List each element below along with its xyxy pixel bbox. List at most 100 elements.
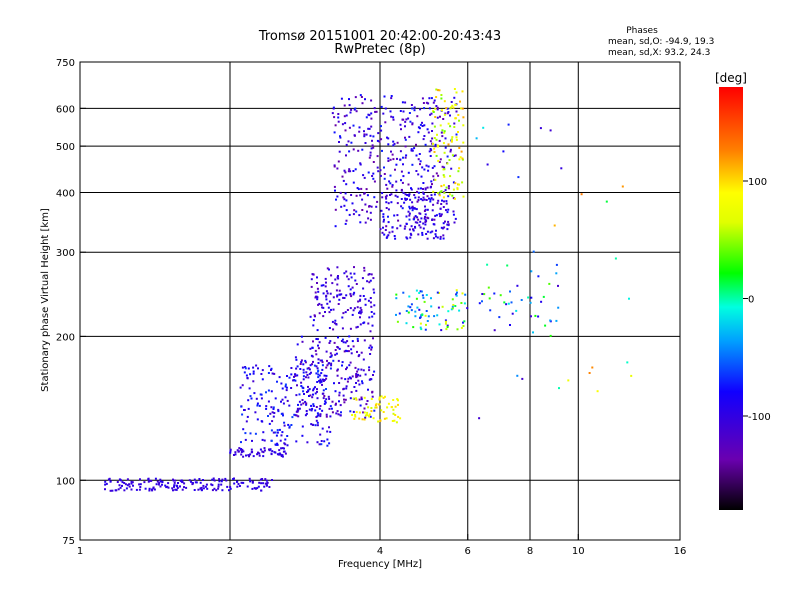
data-point <box>423 124 426 127</box>
data-point <box>316 367 319 370</box>
data-point <box>346 350 349 353</box>
data-point <box>369 211 372 214</box>
data-point <box>358 126 361 129</box>
data-point <box>392 158 395 161</box>
data-point <box>276 431 279 434</box>
data-point <box>430 112 433 115</box>
data-point <box>255 397 258 400</box>
data-point <box>260 373 263 375</box>
data-point <box>265 405 268 408</box>
data-point <box>434 233 437 236</box>
data-point <box>317 373 320 376</box>
data-point <box>405 236 408 239</box>
data-point <box>415 289 418 292</box>
data-point <box>459 100 461 103</box>
data-point <box>117 488 120 491</box>
data-point <box>446 107 449 110</box>
data-point <box>347 278 350 281</box>
data-point <box>270 439 273 442</box>
data-point <box>344 129 347 132</box>
data-point <box>331 400 334 403</box>
data-point <box>372 172 375 175</box>
data-point <box>391 153 394 156</box>
data-point <box>343 398 345 401</box>
phase-legend-o: mean, sd,O: -94.9, 19.3 <box>608 37 714 47</box>
data-point <box>549 319 552 322</box>
data-point <box>322 397 325 400</box>
data-point <box>368 316 371 319</box>
data-point <box>404 120 407 123</box>
data-point <box>332 107 335 110</box>
data-point <box>432 203 435 206</box>
data-point <box>218 478 221 481</box>
data-point <box>392 140 395 143</box>
data-point <box>282 402 285 405</box>
data-point <box>487 286 490 289</box>
data-point <box>458 309 461 312</box>
data-point <box>159 478 162 481</box>
data-point <box>359 162 362 165</box>
data-point <box>404 138 407 141</box>
data-point <box>267 372 270 374</box>
data-point <box>400 198 403 200</box>
data-point <box>130 488 133 491</box>
data-point <box>447 143 450 146</box>
data-point <box>449 148 452 151</box>
data-point <box>172 489 174 492</box>
data-point <box>357 149 360 152</box>
data-point <box>393 142 396 145</box>
data-point <box>354 96 357 99</box>
data-point <box>433 99 436 102</box>
data-point <box>439 235 442 238</box>
data-point <box>396 195 399 198</box>
data-point <box>445 320 447 323</box>
data-point <box>315 353 318 356</box>
data-point <box>161 480 164 483</box>
data-point <box>368 156 371 159</box>
data-point <box>360 351 363 354</box>
data-point <box>279 439 282 442</box>
data-point <box>443 191 446 194</box>
data-point <box>440 213 443 216</box>
data-point <box>507 123 510 126</box>
data-point <box>429 113 432 116</box>
data-point <box>396 227 399 230</box>
data-point <box>364 303 367 306</box>
data-point <box>340 205 343 208</box>
data-point <box>442 196 445 199</box>
data-point <box>321 364 324 367</box>
data-point <box>334 124 337 127</box>
data-point <box>458 167 461 170</box>
data-point <box>392 144 395 147</box>
data-point <box>442 206 445 208</box>
data-point <box>355 389 358 392</box>
data-point <box>330 407 333 410</box>
data-point <box>460 302 463 304</box>
data-point <box>430 197 433 200</box>
data-point <box>372 417 375 420</box>
data-point <box>246 485 249 488</box>
data-point <box>358 411 361 414</box>
data-point <box>376 139 379 142</box>
data-point <box>286 399 289 402</box>
data-point <box>364 373 367 376</box>
data-point <box>263 447 266 450</box>
data-point <box>352 345 355 348</box>
data-point <box>323 374 326 377</box>
data-point <box>357 379 360 382</box>
data-point <box>177 482 179 484</box>
data-point <box>358 417 361 420</box>
data-point <box>237 450 240 453</box>
data-point <box>329 367 332 370</box>
data-point <box>315 406 318 408</box>
data-point <box>275 443 278 446</box>
data-point <box>302 387 305 390</box>
data-point <box>364 416 367 419</box>
data-point <box>359 294 362 297</box>
data-point <box>225 479 228 482</box>
data-point <box>252 455 255 458</box>
data-point <box>295 394 298 397</box>
data-point <box>421 233 424 236</box>
data-point <box>370 205 373 208</box>
data-point <box>334 353 337 356</box>
